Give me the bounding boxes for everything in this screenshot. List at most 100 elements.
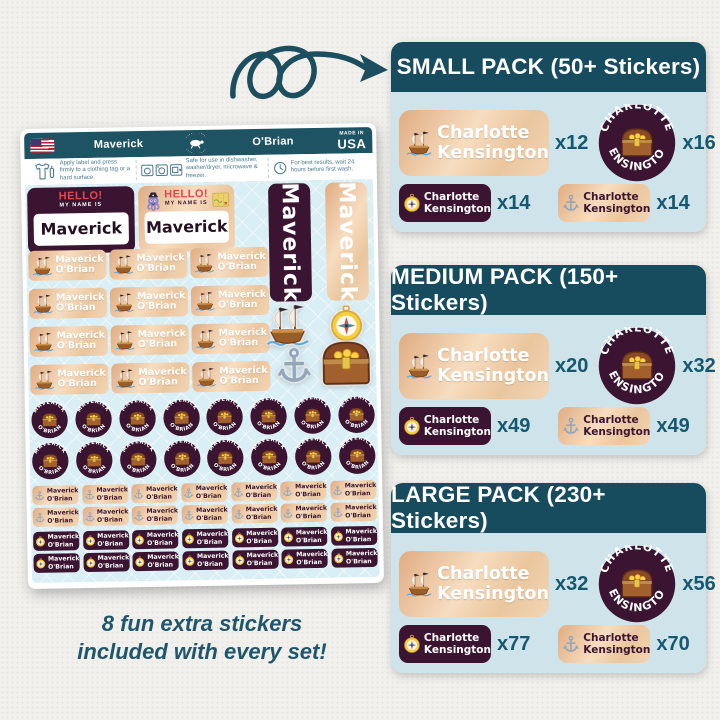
treasure-chest-icon xyxy=(349,448,365,463)
name-label-anchor: Maverick O'Brian xyxy=(230,481,278,502)
name-label-compass: Maverick O'Brian xyxy=(182,550,229,571)
instruction-safe: Safe for use in dishwasher, washer/dryer… xyxy=(135,157,268,181)
name-label-ship: Maverick O'Brian xyxy=(190,246,269,279)
sticker-count: x49 xyxy=(497,414,531,437)
fun-sticker-compass xyxy=(328,305,365,347)
instruction-strip: Apply label and press firmly to a clothi… xyxy=(24,152,373,186)
name-label-compass: Maverick O'Brian xyxy=(231,527,278,548)
treasure-chest-icon xyxy=(306,449,321,464)
svg-text:O'BRIAN: O'BRIAN xyxy=(344,459,371,471)
sticker-count: x14 xyxy=(497,191,531,214)
name-label-anchor: Maverick O'Brian xyxy=(330,501,377,522)
round-name-sticker: MAVERICK O'BRIAN xyxy=(295,438,332,475)
appliances-icon xyxy=(141,163,183,176)
name-label-anchor: Maverick O'Brian xyxy=(181,482,228,503)
pack-panel-1: MEDIUM PACK (150+ Stickers) Charlotte Ke… xyxy=(391,264,716,455)
hello-name-label-dark: HELLO! MY NAME IS Maverick xyxy=(27,186,136,255)
name-label-ship: Maverick O'Brian xyxy=(28,249,107,282)
sticker-row: Maverick O'Brian Maverick O'Brian Maveri… xyxy=(32,479,377,505)
anchor-icon xyxy=(283,508,293,518)
treasure-chest-icon xyxy=(43,454,58,468)
round-name-sticker: MAVERICK O'BRIAN xyxy=(250,398,287,435)
anchor-icon xyxy=(278,347,311,383)
compass-icon xyxy=(234,532,244,544)
anchor-icon xyxy=(134,510,144,521)
treasure-chest-icon xyxy=(349,407,364,422)
hello-name-value: Maverick xyxy=(33,211,130,246)
round-name-sticker: MAVERICK O'BRIAN xyxy=(206,398,244,436)
svg-text:O'BRIAN: O'BRIAN xyxy=(168,462,195,474)
name-label-anchor: Maverick O'Brian xyxy=(32,485,79,505)
sticker-count: x20 xyxy=(555,354,589,377)
name-label-ship: Maverick O'Brian xyxy=(29,325,108,358)
sticker-count: x12 xyxy=(555,131,589,154)
anchor-icon xyxy=(563,194,580,211)
treasure-chest-icon xyxy=(622,128,653,157)
treasure-chest-icon xyxy=(217,410,233,424)
name-label-anchor: Maverick O'Brian xyxy=(81,484,129,505)
anchor-label-grid: Maverick O'Brian Maverick O'Brian Maveri… xyxy=(32,479,377,530)
anchor-icon xyxy=(333,485,343,495)
treasure-chest-icon xyxy=(262,450,277,464)
compass-icon xyxy=(85,557,95,568)
pirate-ship-icon xyxy=(406,131,432,156)
round-name-sticker: MAVERICK O'BRIAN xyxy=(338,396,375,433)
name-label-ship: Maverick O'Brian xyxy=(28,287,108,320)
svg-text:O'BRIAN: O'BRIAN xyxy=(255,420,282,432)
fun-sticker-pirate-ship xyxy=(263,300,312,354)
compass-icon xyxy=(284,531,294,543)
compass-icon xyxy=(404,634,420,653)
round-name-sticker: MAVERICK O'BRIAN xyxy=(119,441,157,478)
name-label-ship: Maverick O'Brian xyxy=(109,286,189,318)
sticker-count: x77 xyxy=(497,632,531,655)
instruction-apply: Apply label and press firmly to a clothi… xyxy=(27,159,136,182)
curly-arrow-icon xyxy=(230,45,388,99)
pirate-ship-icon xyxy=(196,329,216,349)
treasure-chest-icon xyxy=(129,411,145,426)
vertical-name-label-dark: Maverick xyxy=(268,182,313,303)
round-name-sticker: CHARLOTTE KENSINGTON xyxy=(593,94,676,182)
name-label-compass: Maverick O'Brian xyxy=(281,548,328,569)
treasure-chest-icon xyxy=(86,412,101,426)
anchor-icon xyxy=(84,489,94,500)
round-name-sticker: MAVERICK O'BRIAN xyxy=(162,399,200,437)
name-label-compass: Maverick O'Brian xyxy=(33,553,80,573)
compass-label-grid: Maverick O'Brian Maverick O'Brian Maveri… xyxy=(33,525,378,576)
pack-body: Charlotte Kensington x20 CHARLOTTE KENSI… xyxy=(391,315,716,455)
pirate-ship-icon xyxy=(33,256,52,276)
round-name-sticker: MAVERICK O'BRIAN xyxy=(251,439,288,476)
vertical-name-label-tan: Maverick xyxy=(324,181,370,302)
fun-sticker-treasure-chest xyxy=(321,337,372,393)
name-label-ship: Maverick O'Brian xyxy=(191,322,270,355)
sheet-last-name: O'Brian xyxy=(252,135,294,149)
name-label-compass: Maverick O'Brian xyxy=(132,551,180,572)
name-label-compass: Charlotte Kensington xyxy=(399,184,491,222)
name-label-compass: Maverick O'Brian xyxy=(281,526,328,547)
anchor-icon xyxy=(134,488,144,499)
octopus-icon xyxy=(147,192,160,211)
svg-text:O'BRIAN: O'BRIAN xyxy=(343,418,370,430)
compass-icon xyxy=(334,552,344,564)
compass-icon xyxy=(36,558,46,569)
svg-text:O'BRIAN: O'BRIAN xyxy=(299,419,326,431)
sticker-row: Maverick O'Brian Maverick O'Brian Maveri… xyxy=(33,525,378,551)
round-name-sticker: MAVERICK O'BRIAN xyxy=(163,440,200,477)
pack-panel-0: SMALL PACK (50+ Stickers) Charlotte Kens… xyxy=(391,42,716,232)
name-label-compass: Charlotte Kensington xyxy=(399,625,491,663)
name-label-compass: Maverick O'Brian xyxy=(330,525,378,546)
pack-body: Charlotte Kensington x32 CHARLOTTE KENSI… xyxy=(391,533,716,673)
compass-icon xyxy=(135,556,145,567)
compass-icon xyxy=(333,530,343,542)
pack-panel-2: LARGE PACK (230+ Stickers) Charlotte Ken… xyxy=(391,482,716,673)
svg-text:O'BRIAN: O'BRIAN xyxy=(125,463,152,475)
anchor-icon xyxy=(563,635,580,652)
svg-text:O'BRIAN: O'BRIAN xyxy=(212,421,239,433)
round-name-sticker: MAVERICK O'BRIAN xyxy=(75,401,112,438)
round-name-sticker: MAVERICK O'BRIAN xyxy=(207,439,244,477)
anchor-icon xyxy=(35,490,45,500)
name-label-compass: Maverick O'Brian xyxy=(83,552,130,573)
treasure-chest-icon xyxy=(622,569,653,598)
name-label-ship: Charlotte Kensington xyxy=(399,110,549,176)
compass-icon xyxy=(185,555,195,566)
svg-text:O'BRIAN: O'BRIAN xyxy=(300,460,327,472)
